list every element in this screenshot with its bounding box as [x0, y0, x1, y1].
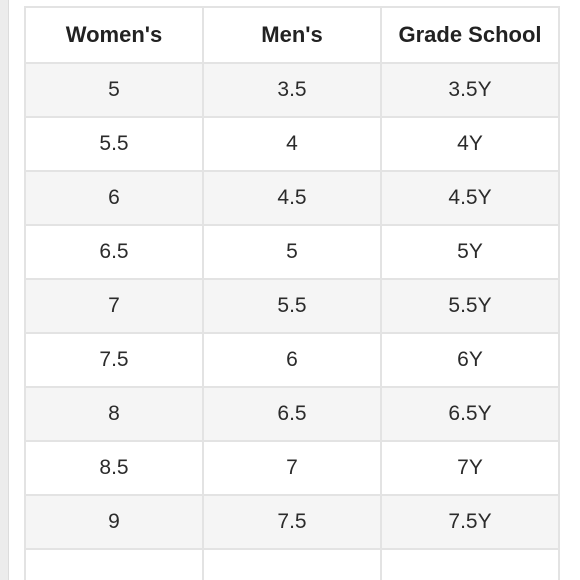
table-row: 9 7.5 7.5Y: [24, 494, 560, 550]
cell-grade-school: 7Y: [380, 440, 560, 496]
cell-womens: 6: [24, 170, 204, 226]
cell-mens: 4: [202, 116, 382, 172]
cell-mens: 3.5: [202, 62, 382, 118]
cell-grade-school: 5.5Y: [380, 278, 560, 334]
table-row: 7.5 6 6Y: [24, 332, 560, 388]
header-womens: Women's: [24, 6, 204, 64]
table-row: 7 5.5 5.5Y: [24, 278, 560, 334]
cell-womens: 9: [24, 494, 204, 550]
header-grade-school: Grade School: [380, 6, 560, 64]
table-body: 5 3.5 3.5Y 5.5 4 4Y 6 4.5 4.5Y 6.5 5 5Y 7 5.5 5.5Y 7.5 6…: [24, 62, 560, 580]
cell-mens: 4.5: [202, 170, 382, 226]
cell-mens: 6: [202, 332, 382, 388]
cell-grade-school: 4Y: [380, 116, 560, 172]
cell-womens: 8: [24, 386, 204, 442]
cell-mens: [202, 548, 382, 580]
table-row: 6.5 5 5Y: [24, 224, 560, 280]
cell-grade-school: 4.5Y: [380, 170, 560, 226]
cell-womens: 7: [24, 278, 204, 334]
cell-womens: 6.5: [24, 224, 204, 280]
cell-mens: 7.5: [202, 494, 382, 550]
table-row: 6 4.5 4.5Y: [24, 170, 560, 226]
cell-womens: 5.5: [24, 116, 204, 172]
table-row: 8 6.5 6.5Y: [24, 386, 560, 442]
cell-mens: 5: [202, 224, 382, 280]
cell-womens: 7.5: [24, 332, 204, 388]
cell-mens: 6.5: [202, 386, 382, 442]
cell-womens: 5: [24, 62, 204, 118]
cell-womens: 8.5: [24, 440, 204, 496]
cell-grade-school: 5Y: [380, 224, 560, 280]
table-row: 8.5 7 7Y: [24, 440, 560, 496]
cell-mens: 7: [202, 440, 382, 496]
size-conversion-table: Women's Men's Grade School 5 3.5 3.5Y 5.5 4 4…: [24, 6, 560, 580]
cell-grade-school: [380, 548, 560, 580]
left-edge-strip: [0, 0, 9, 580]
cell-mens: 5.5: [202, 278, 382, 334]
cell-grade-school: 3.5Y: [380, 62, 560, 118]
header-mens: Men's: [202, 6, 382, 64]
cell-grade-school: 7.5Y: [380, 494, 560, 550]
table-row: 5.5 4 4Y: [24, 116, 560, 172]
cell-grade-school: 6Y: [380, 332, 560, 388]
table-row: [24, 548, 560, 580]
cell-womens: [24, 548, 204, 580]
table-row: 5 3.5 3.5Y: [24, 62, 560, 118]
table-header-row: Women's Men's Grade School: [24, 6, 560, 64]
cell-grade-school: 6.5Y: [380, 386, 560, 442]
